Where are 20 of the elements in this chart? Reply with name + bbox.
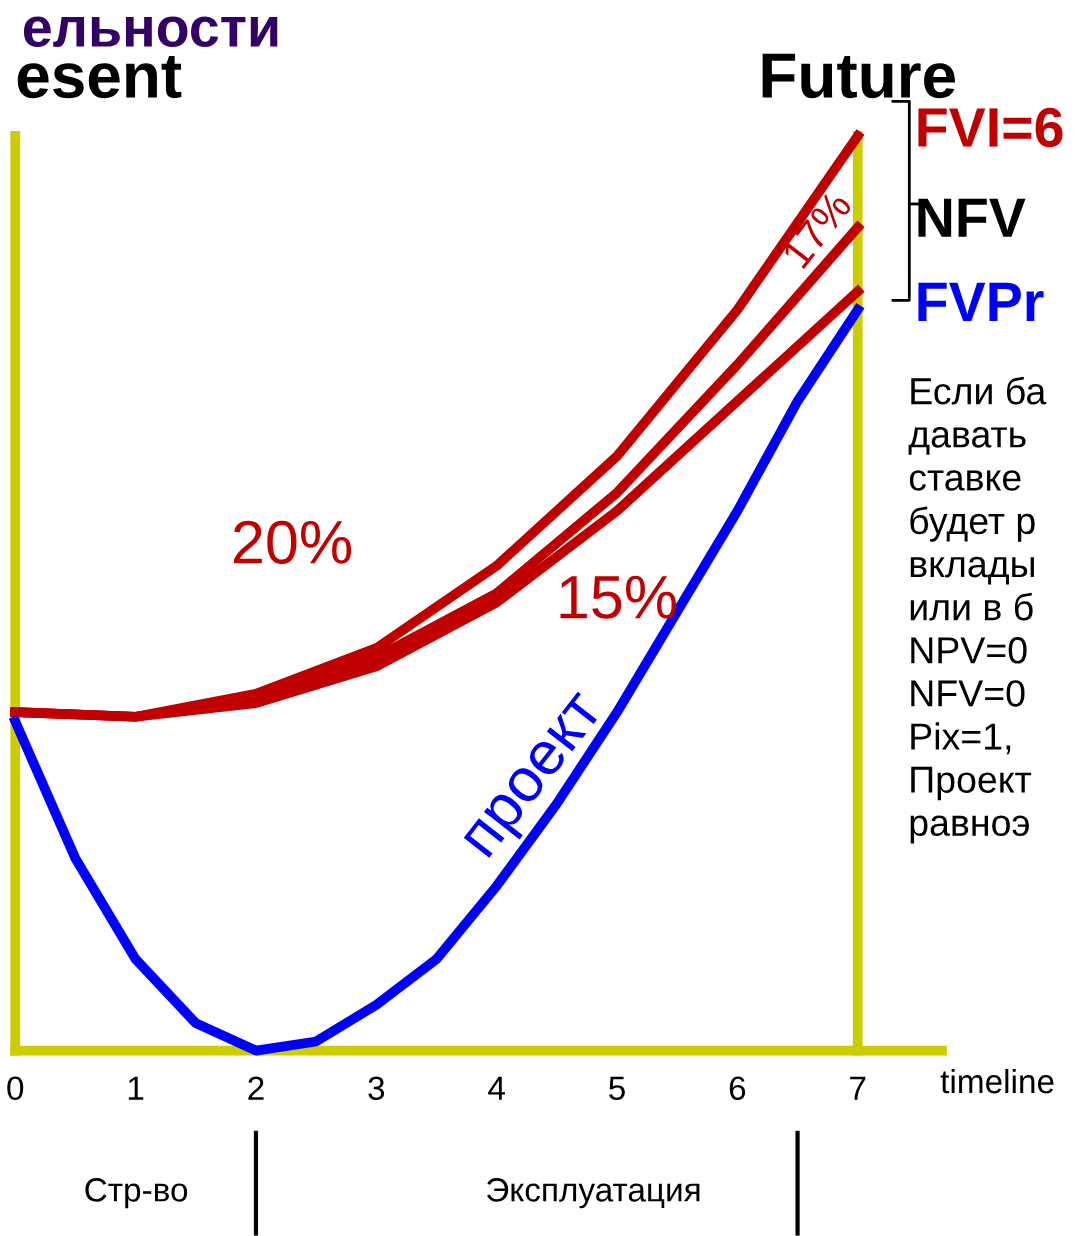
x-tick-label: 0 xyxy=(7,1076,24,1101)
x-tick-label: 6 xyxy=(729,1076,746,1101)
series-label: 20% xyxy=(233,520,352,564)
x-axis-title: timeline xyxy=(940,1068,1054,1094)
text: Стр-во xyxy=(85,1178,188,1209)
ref-line-label: esent xyxy=(17,55,182,99)
x-tick-label: 5 xyxy=(609,1076,625,1101)
ref-line-label: Future xyxy=(762,53,955,99)
annotation: NFV xyxy=(918,198,1026,237)
x-tick-label: 3 xyxy=(368,1076,385,1101)
annotation: FVI=6 xyxy=(918,107,1063,148)
chart-title: ельности xyxy=(23,16,278,47)
x-tick-label: 1 xyxy=(128,1076,144,1100)
series-label: 15% xyxy=(560,575,677,619)
annotation: FVPr xyxy=(918,282,1044,321)
x-tick-label: 4 xyxy=(488,1076,505,1100)
x-tick-label: 2 xyxy=(248,1076,264,1100)
text: Эксплуатация xyxy=(487,1178,700,1209)
x-tick-label: 7 xyxy=(850,1076,866,1100)
text: Если ба давать ставке будет р вклады или в б NPV=0 NFV=0 Pix=1, Проект равноэ xyxy=(908,376,1047,844)
